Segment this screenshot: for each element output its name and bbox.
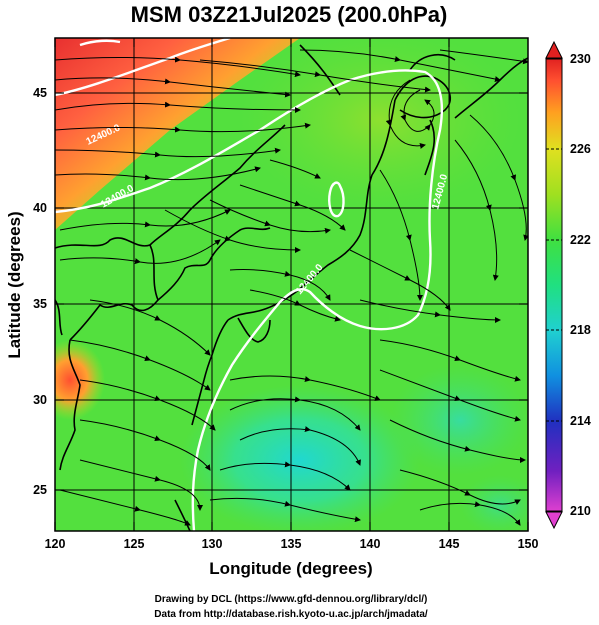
- x-tick-label: 130: [202, 537, 223, 551]
- colorbar: 230 226 222 218 214 210: [545, 40, 591, 530]
- colorbar-tick-label: 214: [570, 414, 591, 428]
- x-axis-label: Longitude (degrees): [209, 559, 372, 578]
- colorbar-max-arrow: [545, 40, 563, 59]
- x-tick-labels: 120 125 130 135 140 145 150: [45, 537, 539, 551]
- cool-region-south: [180, 385, 420, 531]
- colorbar-tick-label: 230: [570, 52, 591, 66]
- warm-region-northwest: [55, 38, 300, 230]
- colorbar-tick-label: 222: [570, 233, 591, 247]
- y-tick-label: 25: [33, 483, 47, 497]
- y-tick-label: 45: [33, 86, 47, 100]
- y-axis-label: Latitude (degrees): [5, 211, 24, 358]
- colorbar-scale: [545, 57, 563, 513]
- x-tick-marks: [54, 38, 529, 531]
- y-tick-label: 30: [33, 393, 47, 407]
- map-title: MSM 03Z21Jul2025 (200.0hPa): [131, 2, 448, 27]
- x-tick-label: 135: [281, 537, 302, 551]
- y-tick-marks: [55, 92, 528, 491]
- warm-region-southwest: [55, 340, 105, 420]
- colorbar-tick-label: 218: [570, 323, 591, 337]
- x-tick-label: 150: [518, 537, 539, 551]
- plot-area: 12400.0 12400.0 12400.0 12400.0: [55, 38, 528, 531]
- x-tick-label: 120: [45, 537, 66, 551]
- y-tick-label: 40: [33, 201, 47, 215]
- x-tick-label: 145: [439, 537, 460, 551]
- credit-drawing: Drawing by DCL (https://www.gfd-dennou.o…: [155, 594, 428, 605]
- y-tick-label: 35: [33, 297, 47, 311]
- x-tick-label: 125: [124, 537, 145, 551]
- colorbar-tick-label: 210: [570, 504, 591, 518]
- colorbar-min-arrow: [545, 511, 563, 530]
- credit-data-source: Data from http://database.rish.kyoto-u.a…: [154, 609, 428, 620]
- x-tick-label: 140: [360, 537, 381, 551]
- wind-streamlines: [55, 49, 528, 526]
- colorbar-tick-label: 226: [570, 142, 591, 156]
- y-tick-labels: 25 30 35 40 45: [33, 86, 47, 497]
